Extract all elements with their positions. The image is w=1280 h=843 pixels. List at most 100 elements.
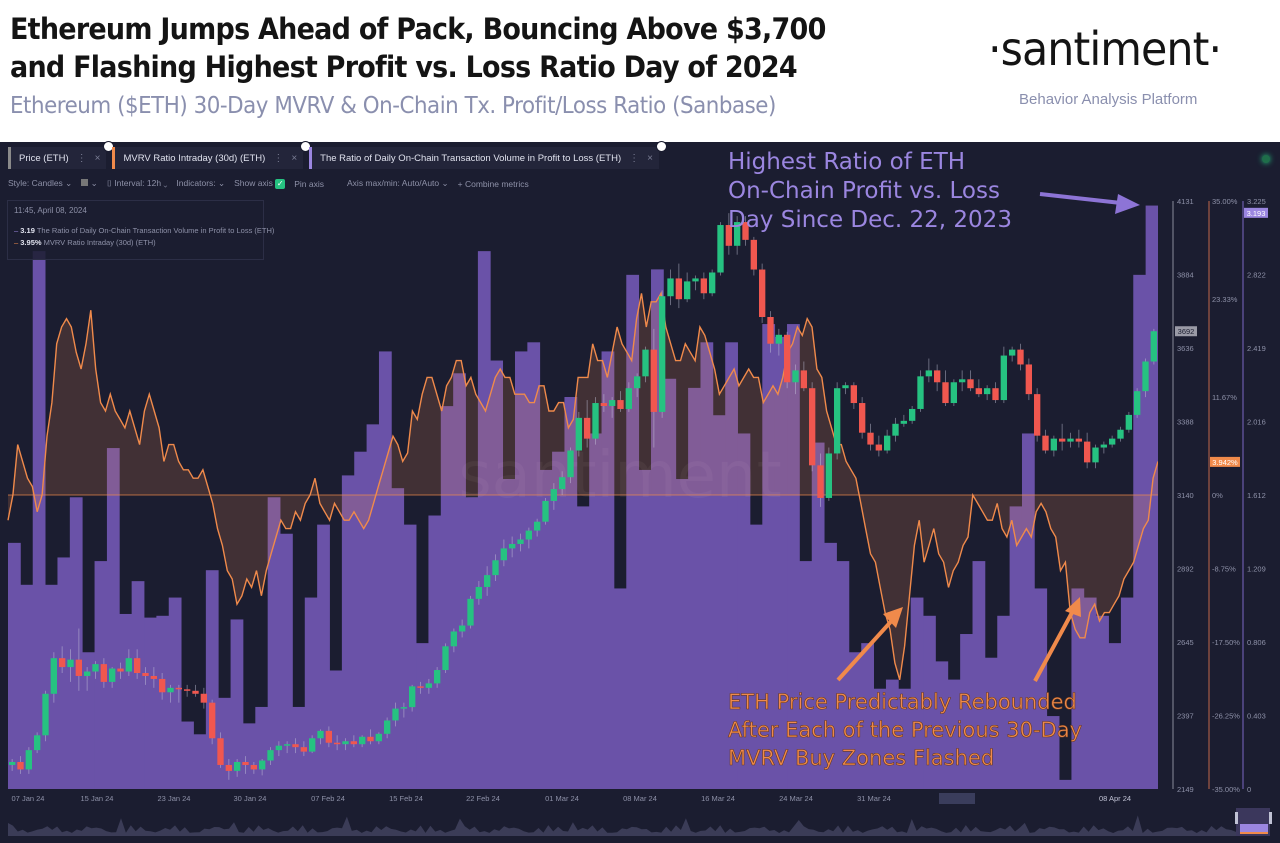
price-candle [442,643,449,674]
close-icon[interactable]: × [291,152,298,164]
ratio-bar [984,657,998,789]
x-tick-label: 08 Mar 24 [623,794,657,803]
price-tick-label: 3636 [1177,344,1194,353]
candle-body [550,489,557,501]
arrow-line [1039,192,1131,206]
tab-profit-loss-ratio[interactable]: The Ratio of Daily On-Chain Transaction … [309,141,667,169]
color-dropdown[interactable]: ⌄ [81,178,98,189]
candle-body [259,760,266,770]
price-candle [1134,388,1141,418]
price-candle [750,236,757,276]
tab-mvrv[interactable]: MVRV Ratio Intraday (30d) (ETH) ⋮ × [112,141,312,169]
ratio-bar [193,734,207,789]
chart-panel: santiment 4131 3884 3636 3388 3140 2892 2645 239… [0,141,1280,843]
price-candle [142,667,149,685]
indicators-dropdown[interactable]: Indicators: ⌄ [176,178,226,188]
candle-body [400,707,407,709]
chart-canvas[interactable]: santiment 4131 3884 3636 3388 3140 2892 2645 239… [0,142,1280,843]
candle-body [284,744,291,746]
ratio-bar [613,588,627,789]
candle-body [800,370,807,389]
price-candle [642,346,649,383]
price-candle [125,649,132,676]
ratio-bar [440,406,454,789]
price-candle [525,527,532,549]
arrow-head-icon [883,607,903,628]
ratio-swatch-icon: – [14,226,19,235]
close-icon[interactable]: × [647,152,653,164]
tab-price[interactable]: Price (ETH) ⋮ × [8,141,115,169]
price-candle [350,735,357,748]
ratio-bar [663,378,677,789]
candle-body [517,539,524,544]
navigator-volume [8,815,1236,836]
combine-metrics-button[interactable]: + Combine metrics [457,178,529,189]
price-tick-label: 3388 [1177,417,1194,426]
price-candle [250,762,257,774]
price-tick-label: 3140 [1177,491,1194,500]
candle-body [959,379,966,383]
ratio-bar [576,506,590,789]
price-candle [1075,429,1082,448]
pin-icon[interactable] [655,141,667,152]
ratio-bar [57,557,71,789]
price-candle [359,735,366,748]
price-candle [200,687,207,709]
candle-body [842,385,849,389]
price-candle [1109,435,1116,448]
candle-body [375,733,382,742]
close-icon[interactable]: × [94,152,101,164]
ratio-tick-label: 2.822 [1247,270,1266,279]
price-candle [484,566,491,596]
more-options-icon[interactable]: ⋮ [76,152,87,164]
navigator-handle-right[interactable] [1269,812,1272,824]
price-candle [625,382,632,412]
style-dropdown[interactable]: Style: Candles ⌄ [8,178,73,188]
axis-maxmin-dropdown[interactable]: Axis max/min: Auto/Auto ⌄ [347,178,449,188]
candle-body [542,500,549,522]
candle-body [42,693,49,736]
candle-body [642,349,649,377]
chart-subtitle: Ethereum ($ETH) 30-Day MVRV & On-Chain T… [10,93,776,119]
price-candle [992,382,999,404]
price-tick-label: 2892 [1177,565,1194,574]
price-candle [134,649,141,679]
price-tick-label: 3884 [1177,270,1194,279]
price-candle [1117,426,1124,442]
candle-body [1042,435,1049,451]
candle-body [117,668,124,672]
navigator-handle-left[interactable] [1235,812,1238,824]
candle-body [509,543,516,549]
price-candle [34,732,41,754]
pin-icon[interactable] [103,141,115,152]
candle-body [1150,331,1157,362]
checkbox-icon[interactable]: ✓ [275,179,286,189]
chart-title: Ethereum Jumps Ahead of Pack, Bouncing A… [10,10,826,86]
interval-dropdown[interactable]: ⌷ Interval: 12h ⌄ [106,178,168,188]
axis-panel [1158,142,1280,843]
ratio-bar [292,706,306,789]
navigator [8,806,1273,836]
price-candle [292,738,299,754]
candle-body [75,659,82,676]
more-options-icon[interactable]: ⋮ [273,152,284,164]
candle-body [775,334,782,344]
pin-axis-toggle[interactable]: Pin axis [294,178,325,189]
candle-body [67,659,74,668]
more-options-icon[interactable]: ⋮ [629,152,640,164]
ratio-tick-label: 0.403 [1247,712,1266,721]
candle-body [1084,441,1091,463]
mvrv-tick-label: 11.67% [1212,393,1237,402]
price-candle [384,717,391,739]
ratio-bar [725,342,738,789]
show-axis-toggle[interactable]: Show axis ✓ [234,178,286,189]
pin-icon[interactable] [300,141,312,152]
price-candle [659,290,666,418]
ratio-bar [106,448,120,789]
annotation-highest-ratio: Highest Ratio of ETH On-Chain Profit vs.… [728,149,1012,233]
price-candle [434,667,441,688]
price-candle [917,370,924,412]
ratio-bar [787,324,800,789]
candle-body [1092,447,1099,463]
ratio-bar [811,442,825,789]
